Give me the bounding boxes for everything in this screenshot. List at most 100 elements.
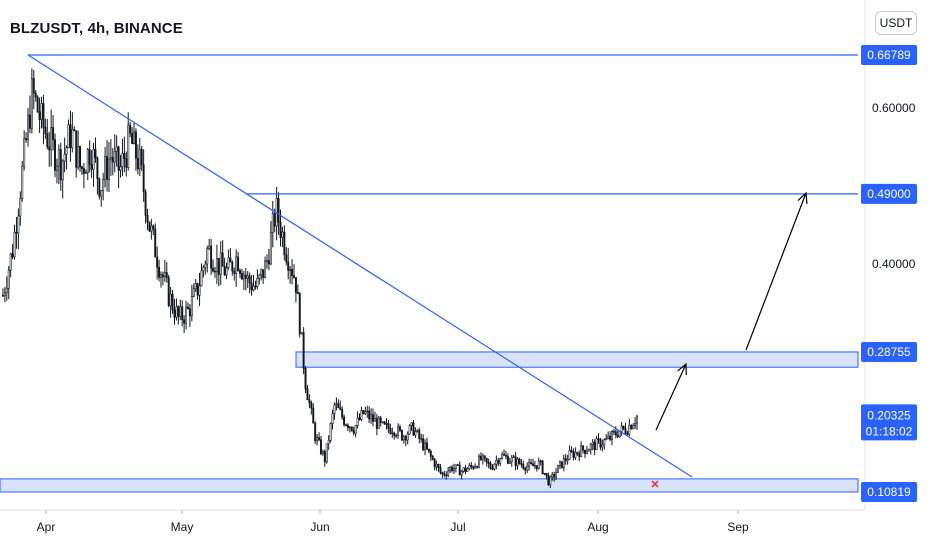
- candle-body-239: [462, 467, 465, 472]
- candle-body-192: [372, 414, 374, 422]
- candle-body-265: [512, 456, 515, 458]
- candle-body-25: [50, 127, 53, 151]
- candle-body-90: [175, 306, 178, 318]
- candle-body-155: [300, 332, 303, 335]
- candle-body-251: [485, 457, 488, 463]
- candle-body-74: [144, 191, 147, 216]
- level-badge-3-text: 0.10819: [867, 485, 911, 499]
- candle-body-283: [547, 475, 550, 486]
- candle-body-104: [202, 266, 205, 272]
- candle-body-233: [451, 466, 453, 471]
- y-tick-label-0: 0.60000: [872, 101, 916, 115]
- candle-body-148: [287, 261, 290, 271]
- candle-body-325: [628, 425, 631, 435]
- candle-body-305: [589, 444, 592, 451]
- candle-body-97: [188, 308, 191, 317]
- candle-body-173: [335, 403, 338, 406]
- candle-body-123: [239, 270, 241, 274]
- candle-body-31: [61, 160, 64, 181]
- candle-body-296: [572, 451, 575, 458]
- candle-body-327: [632, 425, 635, 430]
- candle-body-232: [449, 466, 452, 472]
- candle-body-198: [383, 421, 386, 425]
- candle-body-134: [260, 269, 263, 276]
- candle-body-228: [441, 472, 444, 475]
- candle-body-324: [626, 432, 629, 435]
- candle-body-236: [456, 464, 459, 466]
- candle-body-83: [161, 274, 164, 278]
- candle-body-46: [90, 164, 93, 170]
- candle-body-284: [549, 476, 552, 486]
- candle-body-8: [17, 215, 20, 234]
- candle-body-184: [356, 417, 359, 426]
- candle-body-88: [171, 293, 174, 311]
- current-price-text: 0.20325: [867, 408, 911, 422]
- candle-body-54: [106, 156, 109, 180]
- currency-button[interactable]: USDT: [875, 11, 917, 35]
- candle-body-188: [364, 411, 367, 414]
- candle-body-67: [131, 132, 134, 145]
- candle-body-193: [373, 418, 376, 422]
- candle-body-0: [1, 295, 4, 297]
- candle-body-50: [98, 178, 101, 197]
- descending-trendline: [27, 54, 693, 478]
- candle-body-44: [86, 149, 89, 173]
- candle-body-159: [308, 399, 311, 404]
- candle-body-137: [266, 260, 268, 262]
- candle-body-289: [558, 461, 561, 466]
- candle-body-301: [582, 445, 585, 451]
- candle-body-103: [200, 270, 203, 287]
- candle-body-313: [605, 438, 608, 440]
- level-badge-1-text: 0.49000: [867, 187, 911, 201]
- candle-body-130: [252, 285, 255, 291]
- candle-body-300: [580, 445, 583, 458]
- candle-body-53: [104, 156, 107, 181]
- candle-body-76: [148, 221, 151, 232]
- candle-body-73: [142, 164, 145, 193]
- candle-body-231: [447, 470, 450, 476]
- candle-body-321: [620, 425, 623, 432]
- candle-body-293: [566, 459, 569, 461]
- candle-body-42: [82, 168, 85, 174]
- candle-body-5: [11, 253, 14, 258]
- candle-body-16: [32, 78, 35, 94]
- y-tick-label-1: 0.40000: [872, 257, 916, 271]
- candle-body-204: [395, 435, 398, 437]
- candle-body-10: [21, 165, 24, 199]
- candle-body-240: [464, 467, 467, 472]
- candle-body-27: [54, 139, 56, 171]
- candle-body-322: [622, 425, 625, 429]
- candle-body-297: [574, 451, 577, 458]
- candle-body-282: [545, 472, 548, 476]
- candle-body-161: [312, 407, 315, 424]
- candle-body-20: [40, 103, 43, 120]
- candle-body-288: [557, 465, 559, 473]
- projection-arrow-1-head: [677, 362, 687, 376]
- candle-body-2: [5, 287, 8, 294]
- level-badge-2-text: 0.28755: [867, 345, 911, 359]
- candle-body-264: [510, 457, 513, 463]
- countdown-text: 01:18:02: [866, 424, 913, 438]
- candle-body-40: [79, 146, 82, 168]
- candle-body-153: [296, 292, 299, 295]
- candle-body-256: [495, 459, 498, 465]
- candle-body-59: [115, 146, 118, 152]
- candle-body-78: [152, 225, 155, 230]
- candle-body-306: [591, 441, 594, 445]
- candle-body-267: [516, 458, 519, 466]
- candle-body-207: [400, 429, 403, 441]
- candle-body-85: [165, 272, 168, 278]
- candle-body-213: [412, 422, 415, 436]
- candle-body-183: [354, 425, 357, 434]
- candle-body-280: [541, 460, 544, 474]
- candle-body-226: [437, 464, 440, 468]
- candle-body-258: [499, 458, 502, 464]
- candle-body-109: [212, 268, 215, 272]
- candle-body-234: [452, 468, 455, 471]
- candle-body-112: [217, 257, 220, 275]
- candle-body-66: [129, 124, 132, 134]
- candle-body-317: [612, 431, 615, 433]
- resistance-zone: [295, 351, 859, 368]
- candle-body-218: [422, 438, 425, 450]
